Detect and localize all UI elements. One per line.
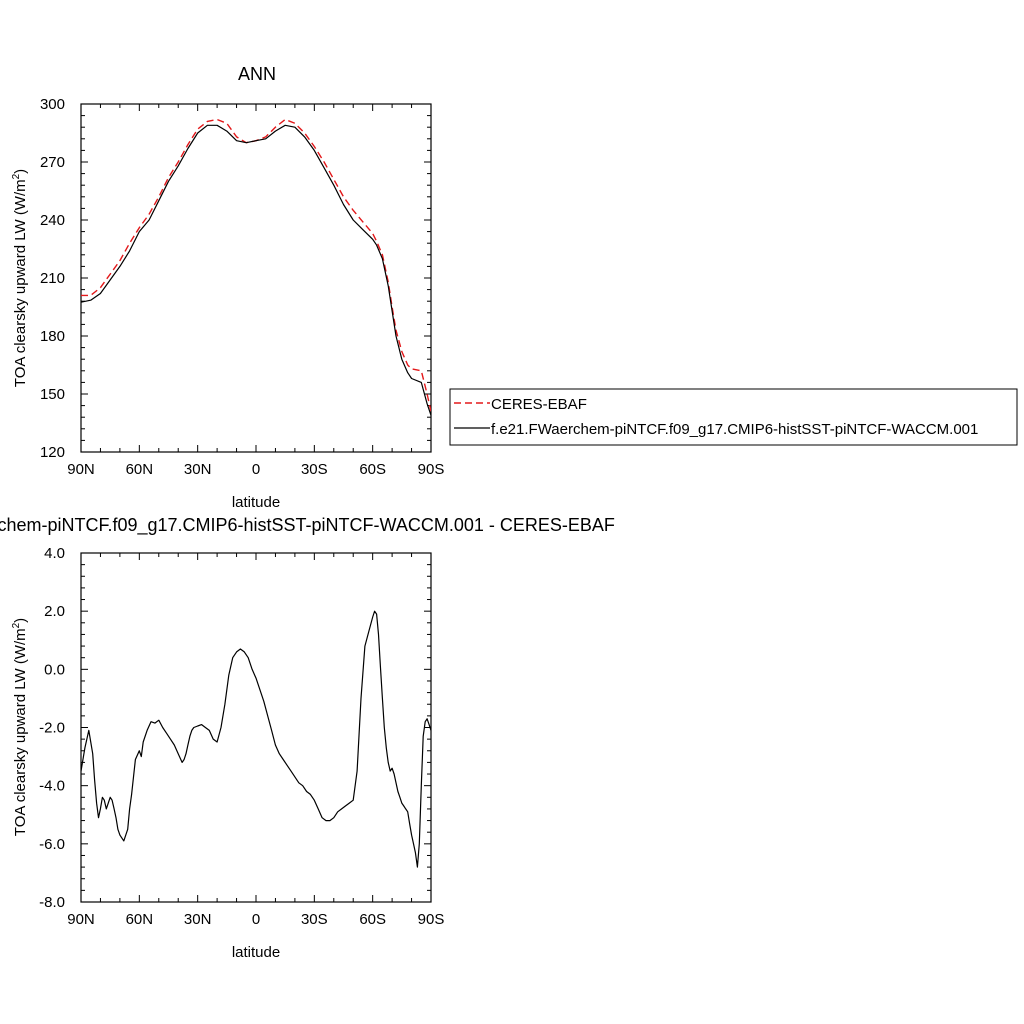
y-tick-label: 0.0 xyxy=(44,661,65,678)
bottom-chart-y-axis-label-superscript: 2 xyxy=(11,622,22,628)
x-tick-label: 90S xyxy=(418,911,445,928)
y-tick-label: -4.0 xyxy=(39,778,65,795)
y-tick-label: 300 xyxy=(40,96,65,113)
top-chart-y-axis-label-close: ) xyxy=(12,169,29,174)
plot-frame xyxy=(80,552,432,903)
bottom-chart-title: f.e21.FWaerchem-piNTCF.f09_g17.CMIP6-his… xyxy=(0,515,615,536)
series-line-0 xyxy=(81,610,431,868)
legend: CERES-EBAF f.e21.FWaerchem-piNTCF.f09_g1… xyxy=(449,388,1018,446)
top-chart-title: ANN xyxy=(238,64,276,84)
bottom-chart: f.e21.FWaerchem-piNTCF.f09_g17.CMIP6-his… xyxy=(0,515,615,961)
x-tick-label: 0 xyxy=(252,911,260,928)
y-tick-label: 2.0 xyxy=(44,603,65,620)
plot-frame xyxy=(80,103,432,453)
top-chart-y-axis-label: TOA clearsky upward LW (W/m2) xyxy=(11,169,29,387)
legend-label-ceres: CERES-EBAF xyxy=(491,396,587,413)
x-tick-label: 0 xyxy=(252,461,260,478)
top-chart: ANN 90N 60N 30N 0 30S 60S 90S 120 150 180 210 240 27… xyxy=(11,64,1018,511)
y-tick-label: 150 xyxy=(40,386,65,403)
x-tick-label: 60S xyxy=(359,911,386,928)
x-tick-label: 60N xyxy=(126,911,154,928)
x-tick-label: 30S xyxy=(301,461,328,478)
top-chart-x-axis-label: latitude xyxy=(232,494,280,511)
y-tick-label: 270 xyxy=(40,154,65,171)
x-tick-label: 90N xyxy=(67,911,95,928)
x-tick-label: 60S xyxy=(359,461,386,478)
bottom-chart-x-axis-label: latitude xyxy=(232,944,280,961)
top-chart-y-axis-label-main: TOA clearsky upward LW (W/m xyxy=(12,179,29,387)
y-tick-label: -2.0 xyxy=(39,720,65,737)
x-tick-label: 60N xyxy=(126,461,154,478)
y-tick-label: -8.0 xyxy=(39,894,65,911)
series-line-0 xyxy=(81,118,431,412)
y-tick-label: 210 xyxy=(40,270,65,287)
top-chart-y-axis-label-superscript: 2 xyxy=(11,173,22,179)
x-tick-label: 30S xyxy=(301,911,328,928)
x-tick-label: 30N xyxy=(184,911,212,928)
bottom-chart-y-axis-label: TOA clearsky upward LW (W/m2) xyxy=(11,618,29,836)
y-tick-label: 180 xyxy=(40,328,65,345)
y-tick-label: 4.0 xyxy=(44,545,65,562)
series-line-1 xyxy=(81,124,431,416)
y-tick-label: 120 xyxy=(40,444,65,461)
bottom-chart-plot-area: 90N 60N 30N 0 30S 60S 90S -8.0 -6.0 -4.0 -2.0 0.0 2.… xyxy=(39,545,444,928)
x-tick-label: 30N xyxy=(184,461,212,478)
y-tick-label: -6.0 xyxy=(39,836,65,853)
x-tick-label: 90S xyxy=(418,461,445,478)
top-chart-plot-area: 90N 60N 30N 0 30S 60S 90S 120 150 180 210 240 270 300 xyxy=(40,96,444,478)
y-tick-label: 240 xyxy=(40,212,65,229)
bottom-chart-y-axis-label-main: TOA clearsky upward LW (W/m xyxy=(12,628,29,836)
bottom-chart-y-axis-label-close: ) xyxy=(12,618,29,623)
x-tick-label: 90N xyxy=(67,461,95,478)
legend-box xyxy=(449,388,1018,446)
legend-label-model: f.e21.FWaerchem-piNTCF.f09_g17.CMIP6-his… xyxy=(491,421,978,438)
